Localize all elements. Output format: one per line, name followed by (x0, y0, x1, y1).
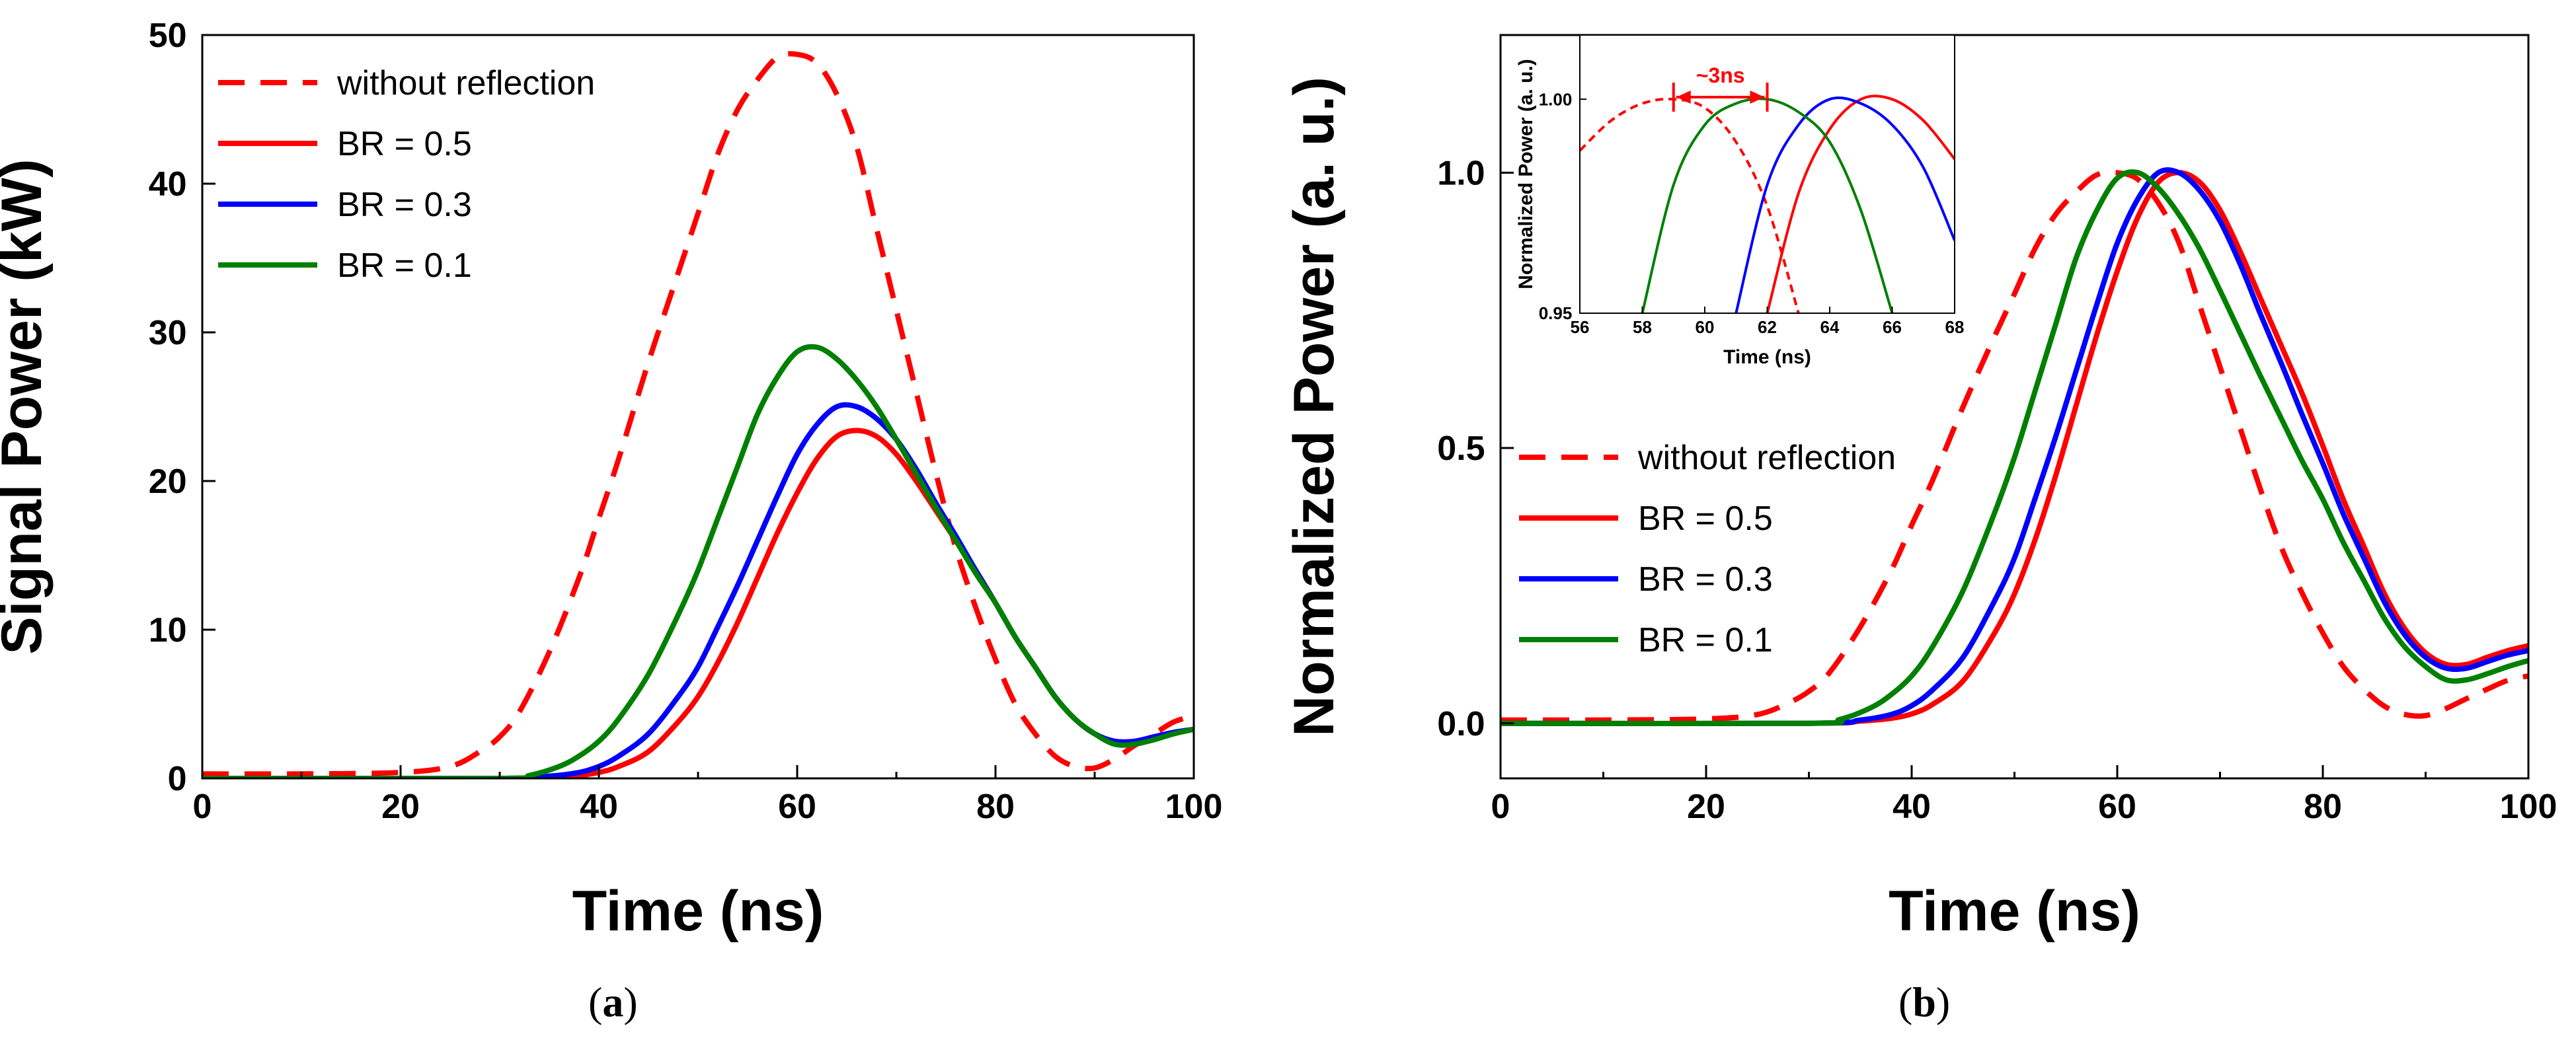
y-tick-label: 0.95 (1539, 303, 1573, 323)
series-line-without-reflection (1580, 97, 1800, 313)
chart-a: 0 20 40 60 80 100 0 10 20 30 40 50 Time (ns) Signal P… (0, 17, 1222, 943)
y-axis: 0.0 0.5 1.0 (1437, 155, 1514, 743)
y-axis-label: Signal Power (kW) (0, 159, 54, 654)
x-tick-label: 100 (2500, 788, 2557, 826)
legend-label-br-0-5: BR = 0.5 (1638, 500, 1773, 538)
y-tick-label: 0.0 (1437, 705, 1485, 743)
panel-label-b: (b) (1898, 979, 1951, 1025)
x-tick-label: 40 (1893, 788, 1931, 826)
y-tick-label: 0.5 (1437, 429, 1485, 468)
legend-label-br-0-1: BR = 0.1 (1638, 621, 1773, 659)
x-axis: 0 20 40 60 80 100 (193, 765, 1223, 826)
y-axis: 0.95 1.00 (1539, 89, 1586, 323)
legend-label-br-0-3: BR = 0.3 (337, 186, 472, 224)
legend-label-br-0-3: BR = 0.3 (1638, 560, 1773, 599)
x-tick-label: 100 (1165, 788, 1223, 826)
x-tick-label: 40 (580, 788, 618, 826)
x-tick-label: 66 (1883, 317, 1902, 337)
x-tick-label: 80 (976, 788, 1015, 826)
y-axis: 0 10 20 30 40 50 (149, 17, 215, 798)
y-tick-label: 0 (168, 760, 187, 798)
x-axis-label: Time (ns) (1723, 346, 1811, 368)
annotation-arrowhead-left (1676, 91, 1691, 104)
legend-label-without-reflection: without reflection (336, 64, 595, 102)
shift-annotation: ~3ns (1672, 63, 1769, 112)
series-line-br-0-1 (202, 344, 1194, 778)
series-line-without-reflection (202, 51, 1194, 777)
x-tick-label: 20 (1687, 788, 1725, 826)
x-tick-label: 0 (1491, 788, 1510, 826)
y-tick-label: 30 (149, 314, 187, 352)
x-tick-label: 62 (1758, 317, 1777, 337)
series-line-br-0-5 (1501, 170, 2528, 726)
panel-label-a: (a) (588, 979, 638, 1025)
x-tick-label: 58 (1633, 317, 1652, 337)
series-line-br-0-3 (1735, 96, 1955, 313)
x-axis-label: Time (ns) (572, 879, 824, 943)
series-line-br-0-1 (1501, 169, 2528, 727)
x-tick-label: 68 (1945, 317, 1965, 337)
x-tick-label: 60 (1696, 317, 1715, 337)
chart-b: 0 20 40 60 80 100 0.0 0.5 1.0 Time (ns) Normalized… (1282, 34, 2557, 943)
inset-chart: 56 58 60 62 64 66 68 0.95 1.00 Time (ns) Normalize… (1515, 34, 1965, 368)
y-axis-label: Normalized Power (a. u.) (1515, 59, 1537, 289)
x-tick-label: 60 (778, 788, 816, 826)
series-line-br-0-3 (202, 402, 1194, 778)
x-tick-label: 64 (1820, 317, 1840, 337)
legend-label-without-reflection: without reflection (1637, 439, 1896, 477)
y-axis-label: Normalized Power (a. u.) (1282, 77, 1346, 737)
x-axis: 0 20 40 60 80 100 (1491, 765, 2557, 826)
x-axis: 56 58 60 62 64 66 68 (1571, 307, 1965, 337)
annotation-arrowhead-right (1750, 91, 1765, 104)
y-tick-label: 10 (149, 611, 187, 650)
series-line-br-0-5 (202, 428, 1194, 778)
y-tick-label: 40 (149, 165, 187, 204)
legend-label-br-0-1: BR = 0.1 (337, 246, 472, 285)
y-tick-label: 1.00 (1539, 89, 1573, 109)
x-tick-label: 80 (2304, 788, 2342, 826)
legend: without reflection BR = 0.5 BR = 0.3 BR = 0… (218, 64, 595, 285)
legend-label-br-0-5: BR = 0.5 (337, 125, 472, 163)
annotation-label: ~3ns (1696, 63, 1745, 87)
y-tick-label: 1.0 (1437, 155, 1485, 193)
x-tick-label: 60 (2098, 788, 2136, 826)
series-line-br-0-3 (1501, 167, 2528, 727)
x-tick-label: 56 (1571, 317, 1590, 337)
x-tick-label: 20 (381, 788, 420, 826)
series-line-br-0-5 (1766, 94, 1955, 313)
y-tick-label: 20 (149, 463, 187, 501)
x-tick-label: 0 (193, 788, 212, 826)
legend: without reflection BR = 0.5 BR = 0.3 BR = 0… (1519, 439, 1896, 659)
inset-background (1580, 35, 1955, 313)
y-tick-label: 50 (149, 17, 187, 55)
x-axis-label: Time (ns) (1889, 879, 2140, 943)
